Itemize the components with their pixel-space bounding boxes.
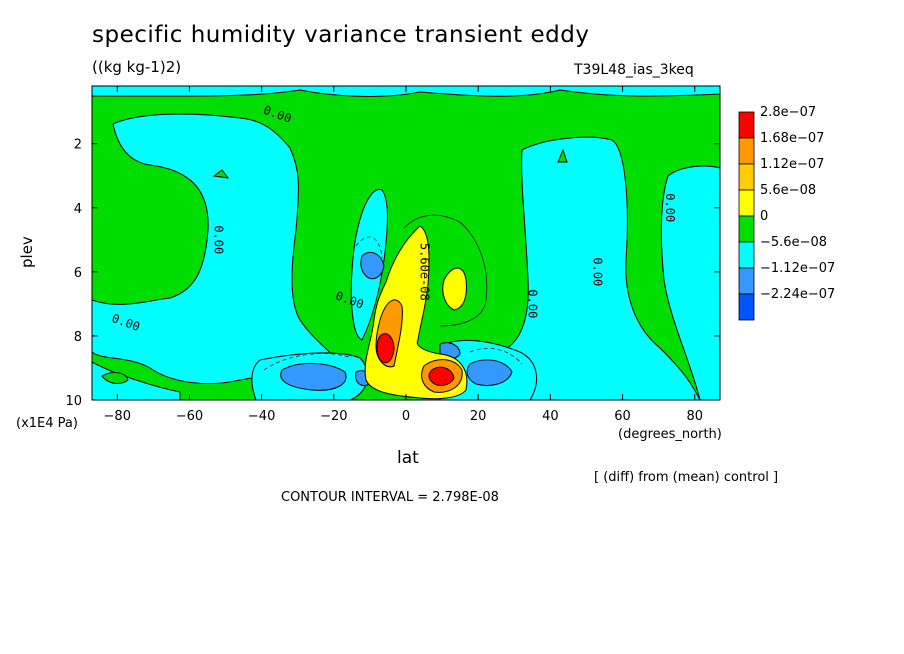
y-tick-label-3: 8 xyxy=(74,330,82,345)
x-tick-label-4: 0 xyxy=(402,409,410,424)
field-negative-nh-pole xyxy=(660,165,720,400)
units-label: ((kg kg-1)2) xyxy=(92,58,182,76)
contour-fields xyxy=(92,86,720,400)
colorbar-label-2: 1.12e−07 xyxy=(760,157,824,172)
contour-interval: CONTOUR INTERVAL = 2.798E-08 xyxy=(281,490,499,505)
colorbar-label-1: 1.68e−07 xyxy=(760,131,824,146)
diff-note: [ (diff) from (mean) control ] xyxy=(594,470,779,485)
contour-label-1: 0.00 xyxy=(212,225,226,254)
x-tick-label-1: −60 xyxy=(176,409,203,424)
field-max-2 xyxy=(428,366,455,386)
colorbar-label-7: −2.24e−07 xyxy=(760,287,835,302)
colorbar: 2.8e−07 1.68e−07 1.12e−07 5.6e−08 0 −5.6e−08 −… xyxy=(738,105,835,321)
field-island-2 xyxy=(557,148,568,163)
field-max-1 xyxy=(376,333,395,364)
contour-label-4: 5.60e-08 xyxy=(417,243,431,301)
contour-label-6: 0.00 xyxy=(591,257,605,286)
field-negative-west-tail xyxy=(92,361,181,400)
contour-label-7: 0.00 xyxy=(663,193,677,222)
contour-label-5: 0.00 xyxy=(526,289,540,318)
y-tick-label-4: 10 xyxy=(65,394,82,409)
y-tick-label-2: 6 xyxy=(74,266,82,281)
field-strong-negative-3 xyxy=(466,359,513,386)
colorbar-swatch-6 xyxy=(738,267,755,295)
field-island-3 xyxy=(101,372,129,384)
colorbar-swatch-3 xyxy=(738,189,755,217)
colorbar-label-4: 0 xyxy=(760,209,768,224)
field-island-1 xyxy=(212,169,230,179)
colorbar-swatch-7 xyxy=(738,293,755,321)
x-axis-units: (degrees_north) xyxy=(618,427,722,442)
colorbar-label-3: 5.6e−08 xyxy=(760,183,816,198)
x-tick-label-8: 80 xyxy=(686,409,703,424)
x-tick-label-7: 60 xyxy=(614,409,631,424)
x-axis: −80 −60 −40 −20 0 20 40 60 80 xyxy=(104,86,703,424)
colorbar-label-6: −1.12e−07 xyxy=(760,261,835,276)
x-tick-label-0: −80 xyxy=(104,409,131,424)
colorbar-label-5: −5.6e−08 xyxy=(760,235,827,250)
colorbar-swatch-2 xyxy=(738,163,755,191)
field-negative-sh-highlat xyxy=(92,113,337,385)
colorbar-swatch-0 xyxy=(738,111,755,139)
y-tick-label-0: 2 xyxy=(74,138,82,153)
contour-thin-1 xyxy=(403,214,488,327)
x-axis-label: lat xyxy=(397,448,419,468)
x-tick-label-2: −40 xyxy=(248,409,275,424)
colorbar-swatch-4 xyxy=(738,215,755,243)
run-label: T39L48_ias_3keq xyxy=(574,62,694,78)
field-strong-negative-2 xyxy=(360,251,385,280)
x-tick-label-6: 40 xyxy=(542,409,559,424)
y-axis-units: (x1E4 Pa) xyxy=(16,416,78,431)
colorbar-label-0: 2.8e−07 xyxy=(760,105,816,120)
colorbar-swatch-5 xyxy=(738,241,755,269)
y-axis: 2 4 6 8 10 xyxy=(65,138,720,409)
x-tick-label-5: 20 xyxy=(470,409,487,424)
field-strong-negative-1 xyxy=(280,362,347,391)
field-negative-nh-mid xyxy=(469,136,701,400)
x-tick-label-3: −20 xyxy=(320,409,347,424)
colorbar-swatch-1 xyxy=(738,137,755,165)
y-tick-label-1: 4 xyxy=(74,202,82,217)
field-positive-side xyxy=(442,267,467,311)
contour-dashed-1 xyxy=(263,236,523,371)
chart-title: specific humidity variance transient edd… xyxy=(92,22,590,48)
